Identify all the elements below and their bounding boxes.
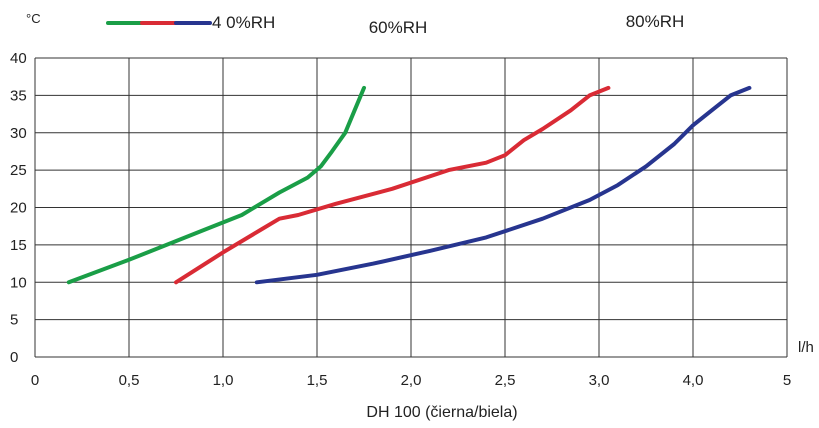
series-line-3 (254, 85, 752, 285)
legend-label-1: 4 0%RH (212, 13, 275, 32)
x-tick-label: 0 (31, 372, 39, 389)
x-tick-label: 1,5 (307, 372, 328, 389)
y-tick-label: 5 (10, 312, 18, 329)
series-line-2 (174, 85, 611, 285)
y-tick-label: 10 (10, 274, 27, 291)
legend-label-3: 80%RH (626, 12, 685, 31)
x-tick-label: 2,5 (495, 372, 516, 389)
y-axis-unit-label: °C (26, 11, 41, 26)
series-line-1 (66, 85, 366, 285)
y-tick-label: 35 (10, 87, 27, 104)
x-tick-label: 4,0 (683, 372, 704, 389)
x-tick-label: 0,5 (119, 372, 140, 389)
y-tick-label: 0 (10, 349, 18, 366)
grid (34, 57, 788, 358)
chart-title: DH 100 (čierna/biela) (366, 404, 517, 421)
tick-labels: 0 0,5 1,0 1,5 2,0 2,5 3,0 4,0 5 0 5 10 15 20 25 30 35 40 (10, 50, 791, 389)
y-tick-label: 25 (10, 162, 27, 179)
y-tick-label: 20 (10, 200, 27, 217)
x-tick-label: 2,0 (401, 372, 422, 389)
y-tick-label: 15 (10, 237, 27, 254)
x-tick-label: 1,0 (213, 372, 234, 389)
y-tick-label: 30 (10, 125, 27, 142)
legend-label-2: 60%RH (369, 18, 428, 37)
x-axis-unit-label: l/h (798, 339, 814, 356)
x-tick-label: 5 (783, 372, 791, 389)
series-lines (66, 85, 752, 285)
y-tick-label: 40 (10, 50, 27, 67)
legend: 4 0%RH 60%RH 80%RH (106, 12, 685, 37)
x-tick-label: 3,0 (589, 372, 610, 389)
